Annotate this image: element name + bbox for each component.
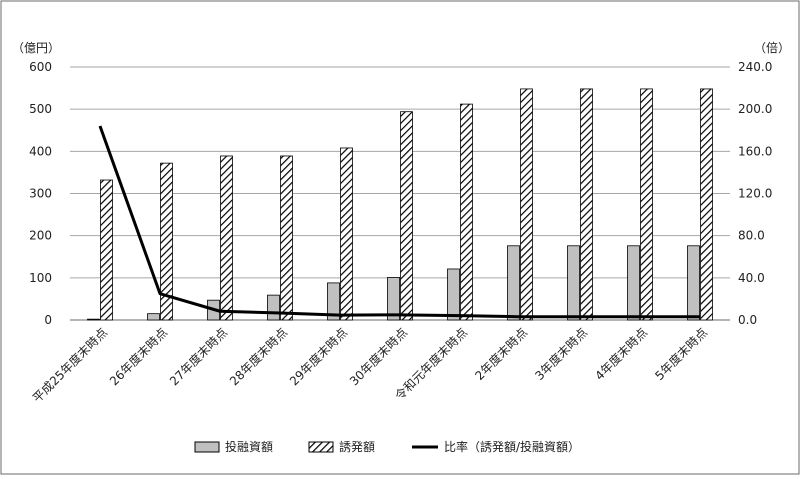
left-tick-label: 100 (29, 271, 52, 285)
legend-swatch-investment (194, 441, 220, 453)
bar-induced (220, 155, 233, 321)
gridlines (70, 66, 730, 321)
ratio-line-path (98, 125, 700, 319)
left-tick-label: 0 (44, 313, 52, 327)
right-tick-label: 40.0 (738, 271, 765, 285)
bar-investment (627, 245, 640, 321)
right-tick-label: 120.0 (738, 187, 772, 201)
bar-investment (687, 245, 700, 321)
bar-induced (640, 88, 653, 321)
bars (87, 88, 713, 321)
legend-item-induced: 誘発額 (308, 440, 375, 454)
legend-swatch-induced (308, 441, 334, 453)
bar-induced (700, 88, 713, 321)
right-tick-label: 240.0 (738, 60, 772, 74)
right-axis-ticks: 0.0 40.0 80.0 120.0 160.0 200.0 240.0 (738, 60, 772, 327)
bar-investment (507, 245, 520, 321)
right-tick-label: 160.0 (738, 144, 772, 158)
bar-investment (447, 268, 460, 321)
left-tick-label: 200 (29, 229, 52, 243)
bar-induced (100, 179, 113, 321)
legend-label-ratio: 比率（誘発額/投融資額） (444, 439, 580, 454)
left-tick-label: 600 (29, 60, 52, 74)
left-tick-label: 300 (29, 187, 52, 201)
bar-induced (340, 147, 353, 321)
left-tick-label: 400 (29, 144, 52, 158)
legend-item-investment: 投融資額 (194, 439, 273, 454)
right-tick-label: 0.0 (738, 313, 757, 327)
bar-induced (580, 88, 593, 321)
bar-induced (460, 103, 473, 321)
bar-investment (327, 282, 340, 321)
bar-investment (147, 313, 160, 321)
left-axis-ticks: 0 100 200 300 400 500 600 (29, 60, 52, 327)
bar-investment (567, 245, 580, 321)
right-axis-unit: （倍） (754, 40, 790, 55)
bar-investment (387, 277, 400, 321)
bar-investment (267, 294, 280, 321)
legend-label-induced: 誘発額 (339, 440, 375, 454)
legend-item-ratio: 比率（誘発額/投融資額） (412, 439, 580, 454)
right-tick-label: 200.0 (738, 102, 772, 116)
left-tick-label: 500 (29, 102, 52, 116)
bar-induced (280, 155, 293, 321)
bar-induced (400, 111, 413, 321)
right-tick-label: 80.0 (738, 229, 765, 243)
bar-induced (520, 88, 533, 321)
ratio-line (98, 125, 700, 319)
left-axis-unit: （億円） (12, 41, 60, 55)
bar-investment (87, 318, 100, 321)
bar-induced (160, 162, 173, 321)
legend: 投融資額 誘発額 比率（誘発額/投融資額） (194, 439, 580, 454)
legend-label-investment: 投融資額 (225, 439, 273, 454)
